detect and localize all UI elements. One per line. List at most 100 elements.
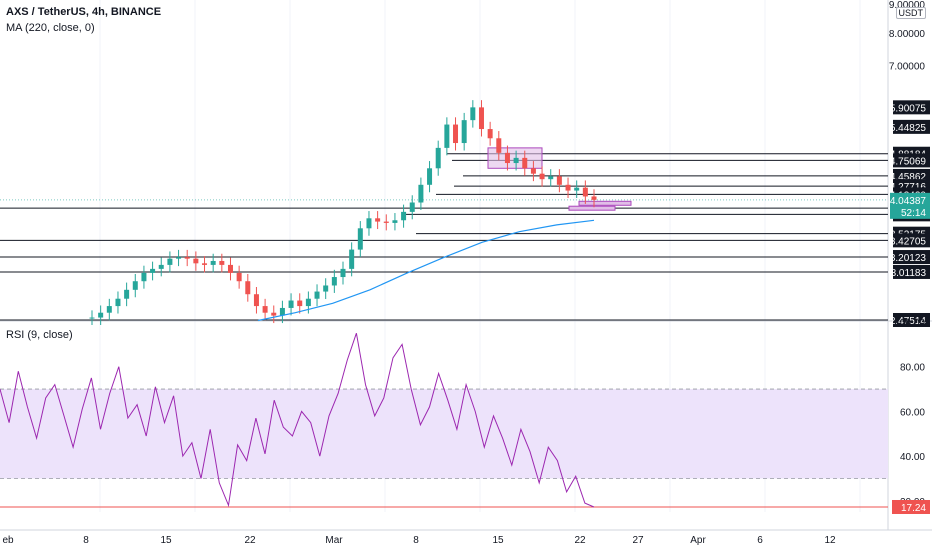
rsi-band xyxy=(0,389,888,479)
current-price-text: 4.04387 xyxy=(890,196,927,207)
candle xyxy=(305,298,311,307)
currency-badge[interactable]: USDT xyxy=(895,7,926,19)
candle xyxy=(565,184,571,191)
rsi-axis-label: 40.00 xyxy=(900,452,925,463)
candle xyxy=(279,307,285,316)
rsi-axis-label: 100.00 xyxy=(894,318,925,329)
candle xyxy=(453,124,459,144)
rsi-legend[interactable]: RSI (9, close) xyxy=(6,329,73,341)
candle xyxy=(124,289,130,299)
candle xyxy=(288,300,294,308)
price-level-tag-text: 3.01183 xyxy=(891,268,927,279)
price-level-tag-text: 4.75069 xyxy=(890,156,927,167)
candle xyxy=(340,268,346,278)
price-level-tag-text: 2.47514 xyxy=(890,316,927,327)
candle xyxy=(262,306,268,313)
candle xyxy=(202,263,208,265)
time-axis-label: 15 xyxy=(160,535,172,546)
candle xyxy=(470,107,476,121)
price-level-tag xyxy=(893,153,930,168)
candle xyxy=(167,258,173,265)
candle xyxy=(323,285,329,292)
price-level-tag xyxy=(893,100,930,115)
ma-line xyxy=(257,219,595,322)
candle xyxy=(158,264,164,269)
candle xyxy=(314,291,320,299)
candle xyxy=(271,312,277,316)
candle xyxy=(245,281,251,295)
candle xyxy=(401,211,407,221)
candle xyxy=(297,300,303,307)
candle xyxy=(444,124,450,148)
candle xyxy=(496,138,502,153)
candle xyxy=(98,312,104,318)
range-box xyxy=(578,200,632,206)
candle xyxy=(176,257,182,259)
candle xyxy=(253,294,259,307)
time-axis-label: 22 xyxy=(574,535,586,546)
price-level-tag-text: 4.45862 xyxy=(890,172,927,183)
time-axis-label: 15 xyxy=(492,535,504,546)
rsi-axis-label: 80.00 xyxy=(900,363,925,374)
candle xyxy=(582,187,588,197)
current-price-tag xyxy=(890,192,930,219)
candle xyxy=(375,218,381,222)
candle xyxy=(357,228,363,250)
candle xyxy=(210,260,216,265)
price-axis-label: 9.00000 xyxy=(889,0,926,11)
candle xyxy=(132,281,138,290)
candle xyxy=(349,249,355,269)
price-level-tag-text: 5.44825 xyxy=(890,123,927,134)
countdown-text: 52:14 xyxy=(901,208,926,219)
price-level-tag xyxy=(893,250,930,265)
candle xyxy=(530,168,536,174)
candle xyxy=(184,257,190,259)
candle xyxy=(141,272,147,282)
candle xyxy=(522,157,528,169)
candle xyxy=(548,176,554,180)
price-level-tag xyxy=(893,119,930,134)
ma-legend[interactable]: MA (220, close, 0) xyxy=(6,22,95,34)
price-level-tag xyxy=(893,233,930,248)
candle xyxy=(418,184,424,203)
price-level-tag-text: 3.42705 xyxy=(890,236,927,247)
candle xyxy=(227,264,233,273)
candle xyxy=(219,260,225,265)
symbol-legend[interactable]: AXS / TetherUS, 4h, BINANCE xyxy=(6,6,162,18)
rsi-line xyxy=(0,333,595,508)
candle xyxy=(435,147,441,169)
time-axis-label: Mar xyxy=(325,535,343,546)
candle xyxy=(106,306,112,313)
price-level-tag xyxy=(893,313,930,327)
candle xyxy=(115,298,121,307)
candle xyxy=(487,129,493,139)
candle xyxy=(574,187,580,191)
time-axis-label: 12 xyxy=(824,535,836,546)
rsi-current-tag xyxy=(892,499,930,514)
candle xyxy=(591,196,597,200)
time-axis-label: 22 xyxy=(244,535,256,546)
rsi-axis-label: 60.00 xyxy=(900,407,925,418)
price-axis-label: 7.00000 xyxy=(889,62,926,73)
candle xyxy=(409,202,415,212)
candle xyxy=(392,220,398,223)
time-axis-label: 8 xyxy=(413,535,419,546)
time-axis-label: 27 xyxy=(632,535,644,546)
candle xyxy=(513,157,519,164)
time-axis-label: 6 xyxy=(757,535,763,546)
candle xyxy=(150,268,156,273)
price-level-tag-text: 5.90075 xyxy=(890,103,927,114)
time-axis-label: 8 xyxy=(83,535,89,546)
candle xyxy=(539,173,545,180)
candle xyxy=(89,317,95,319)
range-box xyxy=(568,205,616,211)
price-level-tag xyxy=(893,264,930,279)
candle xyxy=(366,218,372,229)
candle xyxy=(556,176,562,185)
candle xyxy=(383,221,389,223)
candle xyxy=(504,152,510,164)
rsi-current-text: 17.24 xyxy=(901,503,926,514)
time-axis-label: eb xyxy=(2,535,14,546)
